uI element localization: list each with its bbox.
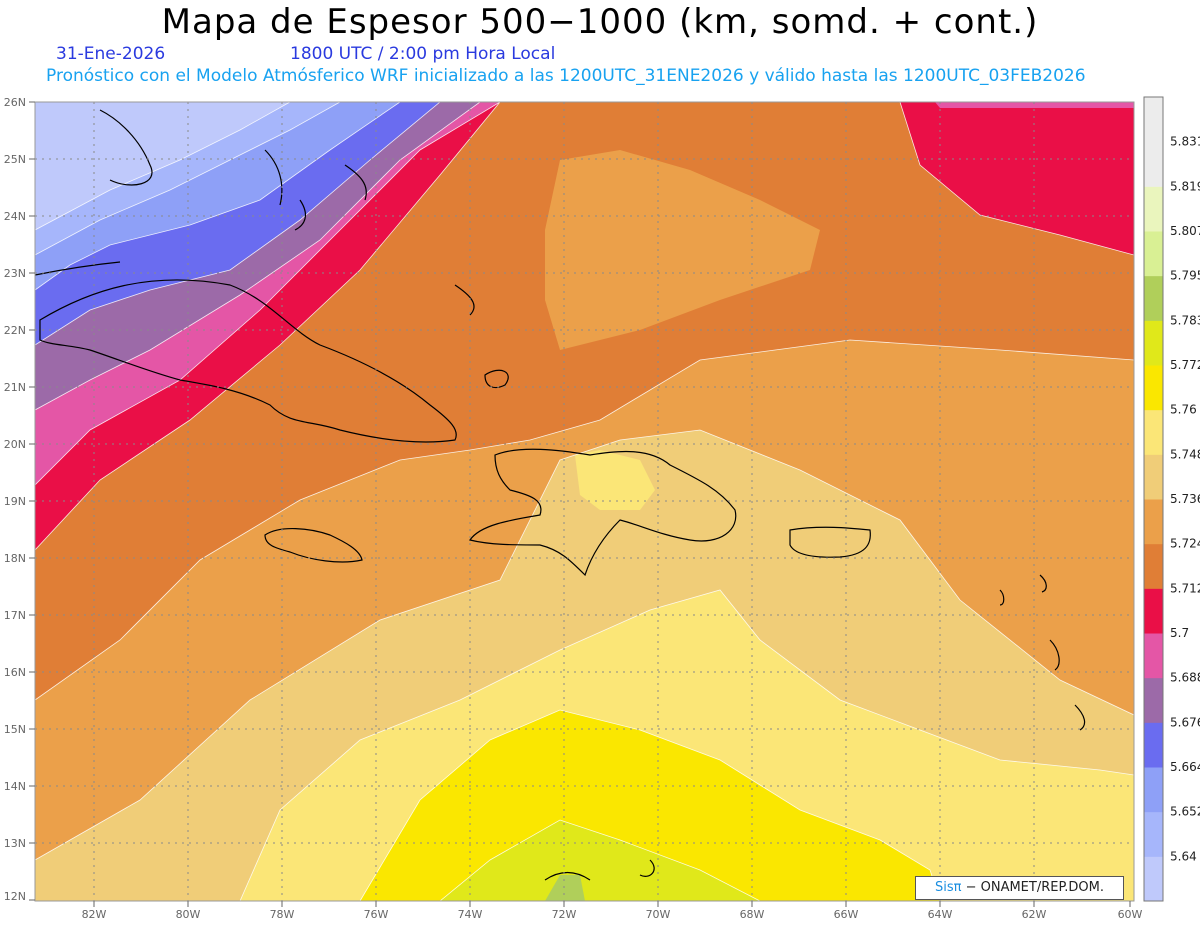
contour-lines <box>35 102 1134 901</box>
colorbar-swatch <box>1144 141 1163 187</box>
forecast-time: 1800 UTC / 2:00 pm Hora Local <box>290 44 556 64</box>
lon-label: 66W <box>834 908 859 921</box>
colorbar-level-label: 5.664 <box>1170 760 1200 774</box>
band-5783 <box>440 820 760 901</box>
colorbar-level-label: 5.807 <box>1170 224 1200 238</box>
colorbar-swatch <box>1144 409 1163 455</box>
coast-puerto-rico <box>789 526 871 558</box>
coast-florida <box>99 109 153 186</box>
colorbar-level-label: 5.783 <box>1170 313 1200 327</box>
colorbar-swatch <box>1144 231 1163 277</box>
lat-label: 15N <box>4 723 26 736</box>
colorbar-level-label: 5.688 <box>1170 671 1200 685</box>
latitude-labels: 26N 25N 24N 23N 22N 21N 20N 19N 18N 17N … <box>4 96 26 903</box>
colorbar-swatch <box>1144 454 1163 500</box>
warm-pocket-hispaniola <box>575 450 655 510</box>
lon-label: 80W <box>176 908 201 921</box>
colorbar-labels: 5.64 5.652 5.664 5.676 5.688 5.7 5.712 5.724 5.7… <box>1170 135 1200 864</box>
coast-lesser-antilles <box>999 574 1086 731</box>
colorbar-frame <box>1143 96 1164 902</box>
lat-label: 24N <box>4 210 26 223</box>
coast-jamaica <box>264 527 363 563</box>
colorbar-swatch <box>1144 856 1163 902</box>
graticule <box>35 102 1134 901</box>
lat-label: 23N <box>4 267 26 280</box>
lon-label: 62W <box>1022 908 1047 921</box>
lon-label: 68W <box>740 908 765 921</box>
colorbar-swatch <box>1144 97 1163 143</box>
colorbar-level-label: 5.652 <box>1170 805 1200 819</box>
credit-text: − ONAMET/REP.DOM. <box>961 880 1104 895</box>
colorbar-swatch <box>1144 275 1163 321</box>
colorbar-swatch <box>1144 588 1163 634</box>
colorbar: 5.64 5.652 5.664 5.676 5.688 5.7 5.712 5.724 5.7… <box>1143 96 1200 902</box>
colorbar-swatch <box>1144 767 1163 813</box>
colorbar-swatch <box>1144 633 1163 679</box>
colorbar-level-label: 5.64 <box>1170 849 1197 863</box>
lat-label: 20N <box>4 438 26 451</box>
credit-box: Sisπ − ONAMET/REP.DOM. <box>915 876 1124 900</box>
coastlines <box>35 109 1086 881</box>
colorbar-swatch <box>1144 320 1163 366</box>
lat-label: 16N <box>4 666 26 679</box>
coast-bahamas-3 <box>344 164 367 201</box>
model-description: Pronóstico con el Modelo Atmósferico WRF… <box>46 66 1086 86</box>
colorbar-level-label: 5.819 <box>1170 179 1200 193</box>
colorbar-level-label: 5.831 <box>1170 135 1200 149</box>
lat-label: 13N <box>4 837 26 850</box>
colorbar-swatch <box>1144 499 1163 545</box>
colorbar-level-label: 5.712 <box>1170 581 1200 595</box>
map-title: Mapa de Espesor 500−1000 (km, somd. + co… <box>161 2 1039 42</box>
forecast-date: 31-Ene-2026 <box>56 44 166 64</box>
lon-label: 78W <box>270 908 295 921</box>
lat-label: 18N <box>4 552 26 565</box>
longitude-labels: 82W 80W 78W 76W 74W 72W 70W 68W 66W 64W … <box>82 908 1143 921</box>
colorbar-swatch <box>1144 722 1163 768</box>
coast-cuba <box>39 279 457 443</box>
coast-florida-keys <box>35 261 121 276</box>
colorbar-swatch <box>1144 365 1163 411</box>
lat-label: 14N <box>4 780 26 793</box>
colorbar-level-label: 5.76 <box>1170 403 1197 417</box>
colorbar-swatch <box>1144 677 1163 723</box>
colorbar-level-label: 5.724 <box>1170 537 1200 551</box>
lon-label: 74W <box>458 908 483 921</box>
thickness-bands <box>35 102 1134 901</box>
colorbar-level-label: 5.676 <box>1170 715 1200 729</box>
lat-label: 19N <box>4 495 26 508</box>
lat-label: 25N <box>4 153 26 166</box>
band-5795 <box>545 875 585 901</box>
coast-hispaniola <box>469 448 737 577</box>
lat-label: 17N <box>4 609 26 622</box>
band-5640 <box>35 102 290 230</box>
lon-label: 72W <box>552 908 577 921</box>
lat-label: 21N <box>4 381 26 394</box>
lon-label: 70W <box>646 908 671 921</box>
credit-brand: Sisπ <box>934 880 962 895</box>
band-5736-north <box>545 150 820 350</box>
lon-label: 76W <box>364 908 389 921</box>
colorbar-level-label: 5.736 <box>1170 492 1200 506</box>
coast-turks <box>484 369 509 389</box>
colorbar-level-label: 5.772 <box>1170 358 1200 372</box>
colorbar-swatch <box>1144 811 1163 857</box>
coast-bahamas-4 <box>454 284 475 316</box>
colorbar-level-label: 5.748 <box>1170 447 1200 461</box>
colorbar-level-label: 5.795 <box>1170 269 1200 283</box>
lat-label: 22N <box>4 324 26 337</box>
lon-label: 64W <box>928 908 953 921</box>
coast-bahamas-2 <box>294 199 307 231</box>
colorbar-swatch <box>1144 186 1163 232</box>
colorbar-level-label: 5.7 <box>1170 626 1189 640</box>
coast-bahamas-1 <box>264 149 283 206</box>
lat-label: 26N <box>4 96 26 109</box>
colorbar-swatch <box>1144 543 1163 589</box>
axis-ticks <box>29 101 1131 907</box>
coast-south-america <box>544 859 655 881</box>
lat-label: 12N <box>4 890 26 903</box>
colorbar-swatches <box>1144 97 1163 902</box>
lon-label: 60W <box>1118 908 1143 921</box>
lon-label: 82W <box>82 908 107 921</box>
